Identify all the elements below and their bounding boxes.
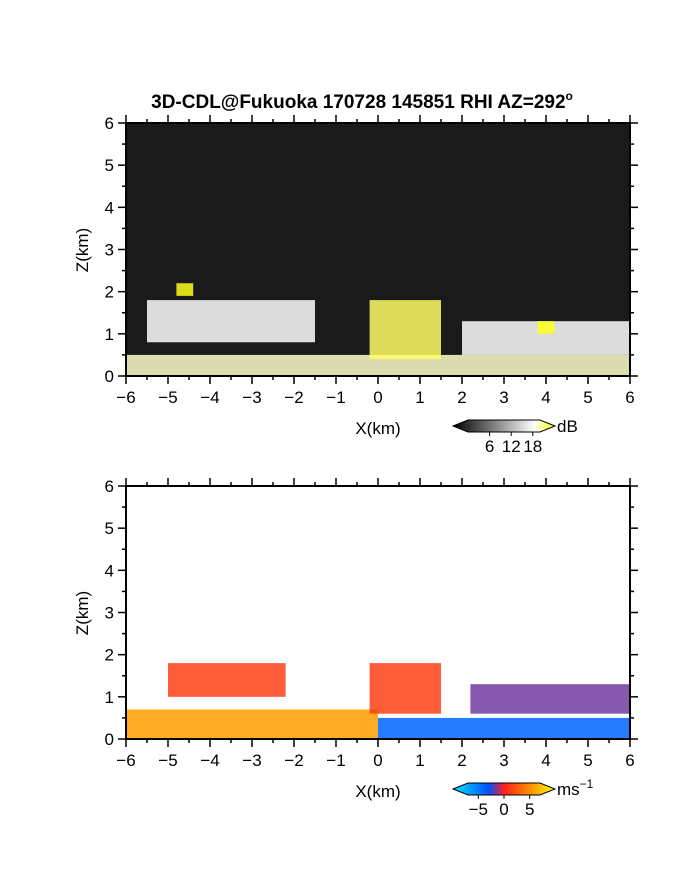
velocity-x-tick-label: 5: [583, 751, 592, 770]
reflectivity-echo-region: [126, 354, 630, 376]
figure-title-superscript: o: [566, 89, 573, 103]
reflectivity-y-axis-label: Z(km): [73, 228, 92, 272]
velocity-y-tick-label: 0: [105, 730, 114, 749]
velocity-x-axis-label: X(km): [355, 782, 400, 801]
velocity-x-tick-label: −6: [116, 751, 135, 770]
reflectivity-colorbar: 6 12 18 dB: [451, 417, 578, 456]
velocity-y-tick-label: 6: [105, 477, 114, 496]
reflectivity-x-tick-label: 6: [625, 388, 634, 407]
reflectivity-y-tick-label: 5: [105, 156, 114, 175]
velocity-x-tick-label: 4: [541, 751, 550, 770]
velocity-colorbar-ticks: −5 0 5: [469, 795, 534, 819]
reflectivity-colorbar-unit: dB: [557, 417, 578, 436]
reflectivity-echo-region: [369, 300, 441, 360]
velocity-x-tick-label: 0: [373, 751, 382, 770]
reflectivity-x-tick-label: 0: [373, 388, 382, 407]
velocity-x-tick-label: −5: [158, 751, 177, 770]
velocity-colorbar-bar: [451, 782, 557, 796]
velocity-echo-region: [369, 663, 441, 714]
reflectivity-y-tick-label: 6: [105, 114, 114, 133]
reflectivity-x-tick-label: 1: [415, 388, 424, 407]
velocity-x-tick-label: 2: [457, 751, 466, 770]
velocity-x-tick-label: 3: [499, 751, 508, 770]
reflectivity-y-tick-label: 3: [105, 241, 114, 260]
figure-title-main: 3D-CDL@Fukuoka 170728 145851 RHI AZ=292: [151, 92, 565, 113]
reflectivity-x-tick-label: −1: [326, 388, 345, 407]
reflectivity-x-tick-label: 3: [499, 388, 508, 407]
reflectivity-echo-region: [147, 300, 315, 343]
velocity-echo-region: [378, 717, 630, 739]
velocity-echo-region: [470, 684, 630, 714]
reflectivity-x-tick-label: −3: [242, 388, 261, 407]
reflectivity-echo-region: [176, 283, 194, 296]
figure-title: 3D-CDL@Fukuoka 170728 145851 RHI AZ=292o: [151, 89, 573, 113]
reflectivity-y-ticks: 0 1 2 3 4 5 6: [105, 114, 638, 386]
reflectivity-x-axis-label: X(km): [355, 419, 400, 438]
velocity-y-tick-label: 3: [105, 604, 114, 623]
reflectivity-x-tick-label: 5: [583, 388, 592, 407]
velocity-y-tick-label: 1: [105, 688, 114, 707]
reflectivity-colorbar-tick-label: 18: [523, 437, 542, 456]
reflectivity-x-tick-label: −5: [158, 388, 177, 407]
reflectivity-y-tick-label: 2: [105, 283, 114, 302]
velocity-x-tick-label: −4: [200, 751, 219, 770]
reflectivity-cells: [126, 283, 630, 376]
reflectivity-colorbar-tick-label: 12: [502, 437, 521, 456]
velocity-colorbar-tick-label: 5: [525, 800, 534, 819]
reflectivity-colorbar-tick-label: 6: [485, 437, 494, 456]
reflectivity-x-tick-label: 2: [457, 388, 466, 407]
velocity-colorbar-tick-label: 0: [499, 800, 508, 819]
reflectivity-echo-region: [537, 321, 555, 334]
reflectivity-x-tick-label: −4: [200, 388, 219, 407]
reflectivity-x-tick-label: −6: [116, 388, 135, 407]
velocity-colorbar-tick-label: −5: [469, 800, 488, 819]
reflectivity-y-tick-label: 4: [105, 198, 114, 217]
velocity-y-tick-label: 5: [105, 519, 114, 538]
velocity-echo-region: [168, 663, 286, 697]
reflectivity-y-tick-label: 0: [105, 367, 114, 386]
velocity-y-tick-label: 4: [105, 561, 114, 580]
velocity-x-tick-label: −2: [284, 751, 303, 770]
velocity-x-tick-label: 1: [415, 751, 424, 770]
velocity-x-tick-label: −3: [242, 751, 261, 770]
velocity-x-tick-label: −1: [326, 751, 345, 770]
reflectivity-x-tick-label: −2: [284, 388, 303, 407]
velocity-y-tick-label: 2: [105, 646, 114, 665]
reflectivity-x-tick-label: 4: [541, 388, 550, 407]
velocity-x-tick-label: 6: [625, 751, 634, 770]
velocity-colorbar-unit: ms−1: [557, 777, 594, 799]
velocity-colorbar-unit-base: ms: [557, 780, 580, 799]
velocity-cells: [126, 663, 630, 739]
velocity-colorbar: −5 0 5 ms−1: [451, 777, 594, 819]
velocity-x-ticks: −6 −5 −4 −3 −2 −1 0 1 2 3 4 5 6: [116, 478, 635, 770]
reflectivity-colorbar-ticks: 6 12 18: [485, 432, 542, 456]
velocity-y-ticks: 0 1 2 3 4 5 6: [105, 477, 638, 749]
reflectivity-y-tick-label: 1: [105, 325, 114, 344]
reflectivity-x-ticks: −6 −5 −4 −3 −2 −1 0 1 2 3 4 5 6: [116, 115, 635, 407]
reflectivity-colorbar-bar: [451, 419, 557, 433]
velocity-echo-region: [126, 709, 378, 739]
velocity-y-axis-label: Z(km): [73, 591, 92, 635]
velocity-colorbar-unit-exponent: −1: [580, 777, 594, 791]
